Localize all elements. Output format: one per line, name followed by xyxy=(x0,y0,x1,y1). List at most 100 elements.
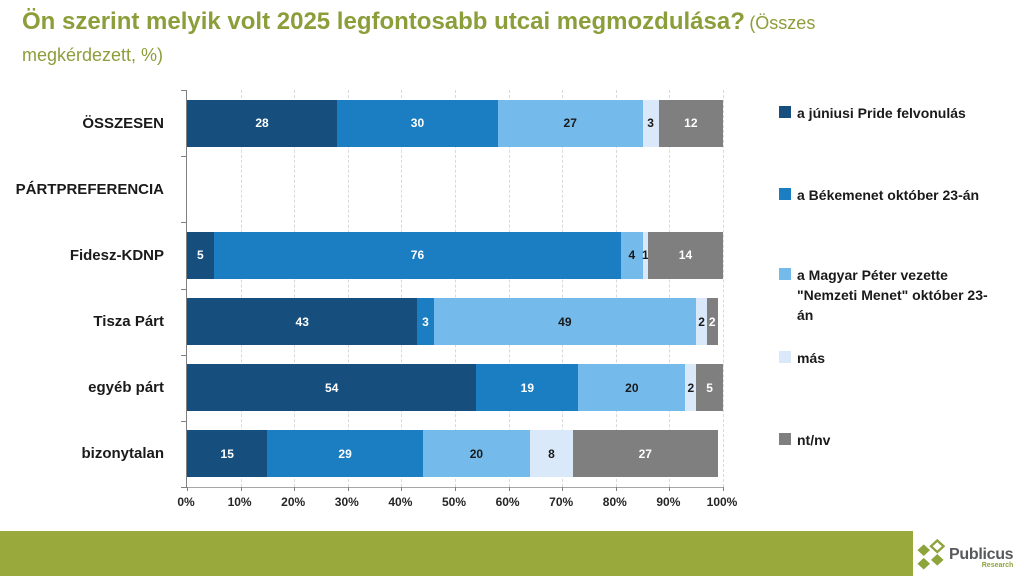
category-label-4: Tisza Párt xyxy=(93,313,164,331)
x-axis-tick xyxy=(669,487,671,491)
x-axis-tick-label: 30% xyxy=(334,495,359,509)
bar-value-label: 76 xyxy=(410,248,425,263)
bar-value-label: 2 xyxy=(708,314,716,329)
bar-segment: 54 xyxy=(187,364,477,412)
bar-value-label: 1 xyxy=(641,248,649,263)
bar-segment: 12 xyxy=(658,99,723,147)
x-axis-tick xyxy=(615,487,617,491)
x-axis-labels: 0% 10% 20% 30% 40% 50% 60% 70% 80% 90% 100% xyxy=(177,495,737,511)
category-label-2: PÁRTPREFERENCIA xyxy=(15,180,164,198)
x-axis-tick xyxy=(187,487,188,491)
legend-label: nt/nv xyxy=(797,432,831,448)
x-axis-tick xyxy=(562,487,564,491)
x-axis-tick-label: 90% xyxy=(656,495,681,509)
publicus-diamonds-icon xyxy=(917,538,946,570)
bar-segment: 5 xyxy=(187,231,214,279)
category-axis: ÖSSZESEN PÁRTPREFERENCIA Fidesz-KDNP Tisza … xyxy=(0,90,176,487)
bar-segment: 27 xyxy=(497,99,643,147)
legend-label: más xyxy=(797,350,826,366)
bar-row-6: 15 29 20 8 27 xyxy=(187,430,723,478)
bar-value-label: 49 xyxy=(558,314,572,329)
bar-segment: 49 xyxy=(433,298,697,346)
x-axis-tick xyxy=(401,487,403,491)
x-axis-tick xyxy=(347,487,349,491)
bar-segment: 2 xyxy=(706,298,718,346)
x-axis-tick-label: 60% xyxy=(495,495,520,509)
x-axis-tick-label: 20% xyxy=(281,495,306,509)
y-axis-tick xyxy=(181,90,187,91)
bar-segment: 14 xyxy=(647,231,723,279)
y-axis-tick xyxy=(181,156,187,157)
gridline xyxy=(294,90,296,487)
y-axis-tick xyxy=(181,289,187,290)
x-axis-tick-label: 50% xyxy=(441,495,467,509)
gridline xyxy=(669,90,671,487)
bar-value-label: 30 xyxy=(410,116,425,131)
x-axis-tick-label: 40% xyxy=(388,495,413,509)
bar-value-label: 4 xyxy=(628,248,636,263)
bar-value-label: 20 xyxy=(469,446,484,461)
category-label-3: Fidesz-KDNP xyxy=(69,246,164,264)
brand-name: Publicus xyxy=(949,546,1014,563)
category-label-5: egyéb párt xyxy=(88,379,164,397)
category-label-6: bizonytalan xyxy=(81,445,164,463)
publicus-logo: Publicus Research xyxy=(915,536,1023,574)
bar-value-label: 5 xyxy=(706,380,713,395)
legend: a júniusi Pride felvonulás a Békemenet ok… xyxy=(779,90,1017,490)
legend-item-4: más xyxy=(779,348,1001,368)
x-axis-tick-label: 10% xyxy=(227,495,252,509)
gridline xyxy=(562,90,564,487)
legend-swatch-icon xyxy=(779,433,791,445)
bar-value-label: 12 xyxy=(684,116,698,131)
legend-item-2: a Békemenet október 23-án xyxy=(779,185,1001,205)
bar-value-label: 54 xyxy=(325,380,339,395)
bar-row-3: 5 76 4 1 14 xyxy=(187,231,723,279)
x-axis-tick-label: 70% xyxy=(549,495,574,509)
legend-label: a júniusi Pride felvonulás xyxy=(797,105,966,121)
legend-label: a Békemenet október 23-án xyxy=(797,187,980,203)
gridline xyxy=(240,90,242,487)
gridline xyxy=(615,90,617,487)
bar-segment: 43 xyxy=(187,298,418,346)
legend-swatch-icon xyxy=(779,351,791,363)
bar-segment: 8 xyxy=(530,430,573,478)
bar-value-label: 29 xyxy=(338,446,352,461)
bar-value-label: 8 xyxy=(548,446,555,461)
chart-title-suffix: (Összes xyxy=(749,13,816,33)
chart-title-line2: megkérdezett, %) xyxy=(22,45,164,65)
bar-segment: 2 xyxy=(696,298,707,346)
bar-segment: 2 xyxy=(685,364,697,412)
bar-row-5: 54 19 20 2 5 xyxy=(187,364,723,412)
bar-segment: 20 xyxy=(578,364,686,412)
legend-item-5: nt/nv xyxy=(779,430,1001,450)
x-axis-tick-label: 100% xyxy=(706,495,738,509)
legend-item-1: a júniusi Pride felvonulás xyxy=(779,103,1001,123)
bar-value-label: 2 xyxy=(698,314,705,329)
bar-segment: 4 xyxy=(621,231,643,279)
bar-segment: 30 xyxy=(337,99,498,147)
bar-value-label: 14 xyxy=(678,248,693,263)
x-axis-tick xyxy=(455,487,456,491)
bar-value-label: 19 xyxy=(520,380,535,395)
category-label-1: ÖSSZESEN xyxy=(82,114,164,132)
chart-title: Ön szerint melyik volt 2025 legfontosabb… xyxy=(22,6,1002,72)
bar-segment: 1 xyxy=(641,231,649,279)
bar-value-label: 28 xyxy=(255,116,269,131)
bar-value-label: 3 xyxy=(647,116,654,131)
y-axis-tick xyxy=(181,421,187,422)
bar-segment: 5 xyxy=(696,364,723,412)
plot-area: 28 30 27 3 12 5 76 4 1 14 43 3 49 2 2 54 19 20 2 5 15 29 20 8 27 xyxy=(181,90,724,491)
legend-swatch-icon xyxy=(779,106,791,118)
legend-swatch-icon xyxy=(779,188,791,200)
x-axis-tick xyxy=(508,487,510,491)
gridline xyxy=(401,90,403,487)
y-axis-tick xyxy=(181,355,187,356)
bar-row-4: 43 3 49 2 2 xyxy=(187,298,723,346)
legend-swatch-icon xyxy=(779,268,791,280)
bar-value-label: 27 xyxy=(638,446,652,461)
bar-row-1: 28 30 27 3 12 xyxy=(187,99,723,147)
bar-value-label: 2 xyxy=(687,380,695,395)
x-axis-tick-label: 0% xyxy=(177,495,195,509)
y-axis-tick xyxy=(181,487,187,488)
